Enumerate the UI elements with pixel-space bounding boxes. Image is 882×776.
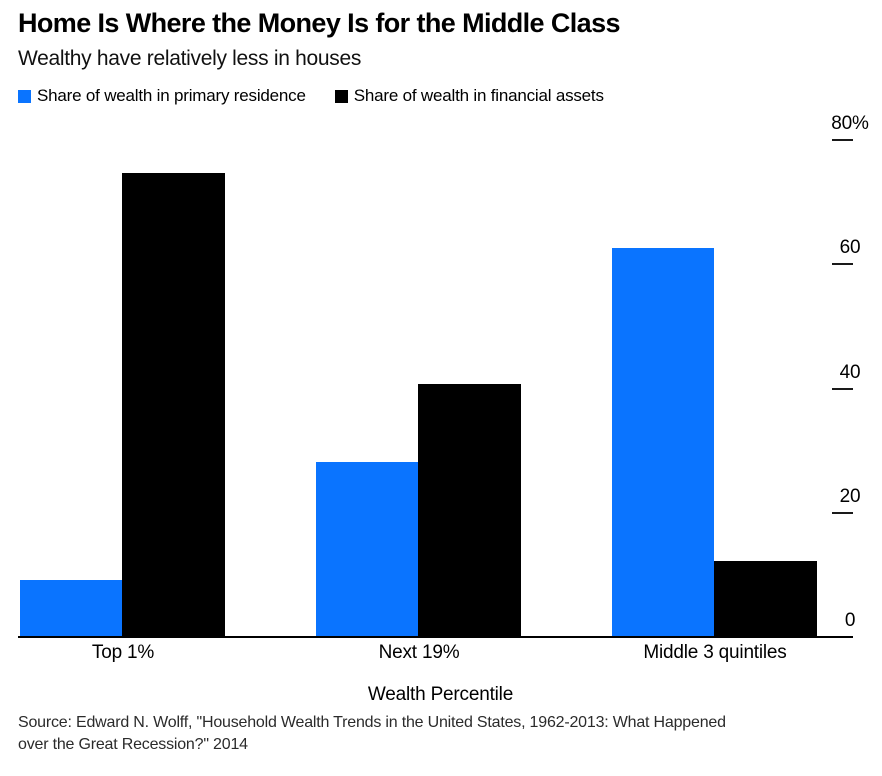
x-category-label: Top 1%: [91, 642, 155, 663]
legend-item-primary-residence: Share of wealth in primary residence: [18, 86, 306, 106]
source-note: Source: Edward N. Wolff, "Household Weal…: [18, 712, 868, 756]
y-tick-mark: [832, 139, 853, 141]
source-line-2: over the Great Recession?" 2014: [18, 736, 248, 753]
chart-subtitle: Wealthy have relatively less in houses: [18, 47, 362, 70]
legend-swatch-black-icon: [334, 89, 348, 103]
bar-primary-residence-group-1: [316, 462, 418, 636]
bar-financial-assets-group-0: [122, 173, 225, 636]
chart-title: Home Is Where the Money Is for the Middl…: [18, 8, 621, 38]
legend-label: Share of wealth in financial assets: [353, 86, 604, 105]
chart-legend: Share of wealth in primary residence Sha…: [18, 86, 604, 106]
y-tick-label: 0: [844, 610, 856, 631]
x-category-label: Middle 3 quintiles: [643, 642, 787, 663]
x-axis-line: [18, 636, 853, 638]
x-axis-title: Wealth Percentile: [367, 684, 514, 705]
bar-primary-residence-group-0: [20, 580, 122, 636]
y-tick-mark: [832, 388, 853, 390]
bar-primary-residence-group-2: [612, 248, 714, 636]
bar-financial-assets-group-2: [714, 561, 817, 636]
y-tick-label: 20: [839, 486, 861, 507]
y-tick-label: 60: [839, 237, 861, 258]
x-category-label: Next 19%: [378, 642, 460, 663]
y-tick-mark: [832, 512, 853, 514]
source-line-1: Source: Edward N. Wolff, "Household Weal…: [18, 714, 726, 731]
y-tick-label: 40: [839, 362, 861, 383]
legend-item-financial-assets: Share of wealth in financial assets: [334, 86, 604, 106]
bar-financial-assets-group-1: [418, 384, 521, 636]
y-tick-mark: [832, 263, 853, 265]
legend-label: Share of wealth in primary residence: [37, 86, 306, 105]
y-tick-label: 80%: [831, 113, 869, 134]
legend-swatch-blue-icon: [18, 89, 31, 103]
